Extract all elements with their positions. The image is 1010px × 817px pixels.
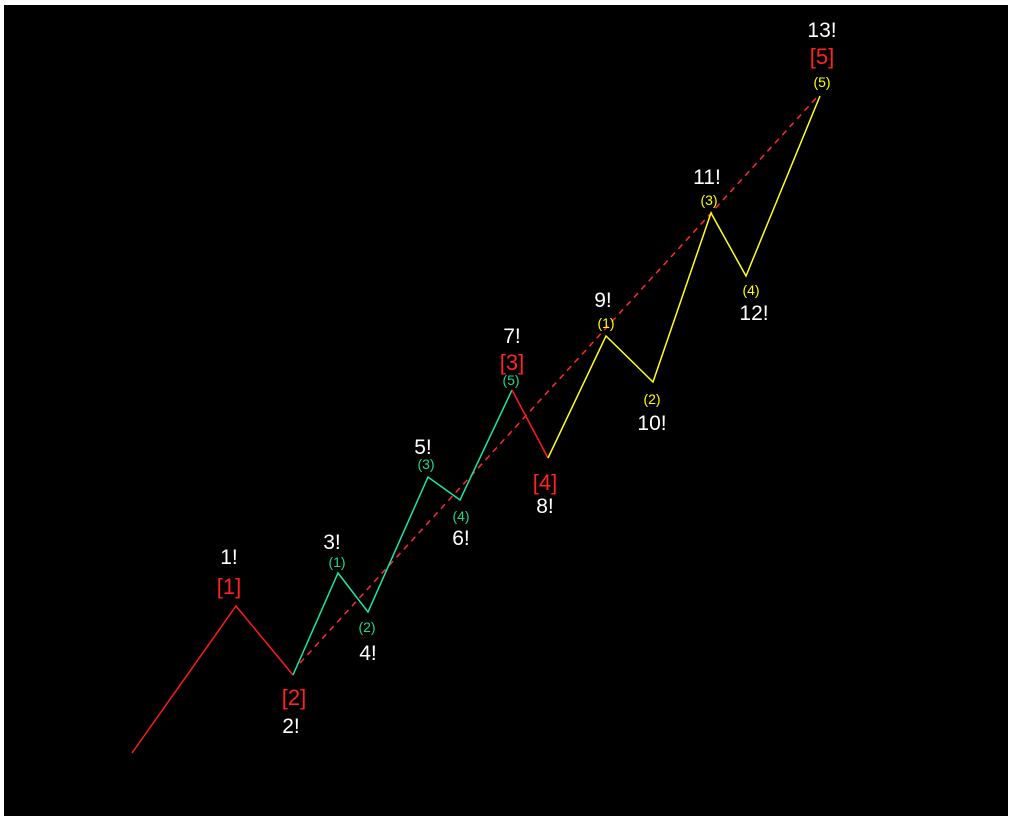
wave-segment-yellow: [547, 95, 821, 459]
primary-label-5: [5]: [810, 44, 834, 69]
minor-label-yellow-4: (4): [742, 282, 759, 298]
count-label-8: 8!: [536, 495, 554, 518]
count-label-7: 7!: [503, 325, 521, 348]
channel-dashed-line: [299, 95, 819, 664]
count-label-2: 2!: [282, 715, 300, 738]
count-label-5: 5!: [414, 436, 432, 459]
minor-label-green-5: (5): [502, 372, 519, 388]
count-label-3: 3!: [323, 531, 341, 554]
count-label-11: 11!: [693, 166, 721, 189]
count-label-9: 9!: [594, 289, 612, 312]
canvas-background: [4, 5, 1008, 816]
primary-label-3: [3]: [500, 350, 524, 375]
minor-label-yellow-5: (5): [813, 74, 830, 90]
primary-label-4: [4]: [533, 470, 557, 495]
wave-segment-green: [292, 389, 513, 676]
count-label-1: 1!: [220, 546, 238, 569]
count-label-13: 13!: [807, 19, 836, 42]
count-label-12: 12!: [739, 302, 768, 325]
count-label-4: 4!: [359, 642, 377, 665]
primary-label-2: [2]: [282, 685, 306, 710]
minor-label-green-1: (1): [328, 554, 345, 570]
count-label-6: 6!: [452, 527, 470, 550]
count-label-10: 10!: [637, 412, 666, 435]
minor-label-yellow-2: (2): [643, 391, 660, 407]
elliott-wave-canvas: 1! 2! 3! 4! 5! 6! 7! 8! 9! 10! 11! 12! 1…: [4, 5, 1008, 816]
minor-label-yellow-1: (1): [597, 315, 614, 331]
minor-label-green-4: (4): [452, 508, 469, 524]
minor-label-yellow-3: (3): [700, 192, 717, 208]
primary-label-1: [1]: [217, 574, 241, 599]
minor-label-green-3: (3): [417, 456, 434, 472]
minor-label-green-2: (2): [358, 619, 375, 635]
wave-segment-4-red: [511, 389, 549, 459]
wave-segment-1-red: [131, 604, 294, 754]
